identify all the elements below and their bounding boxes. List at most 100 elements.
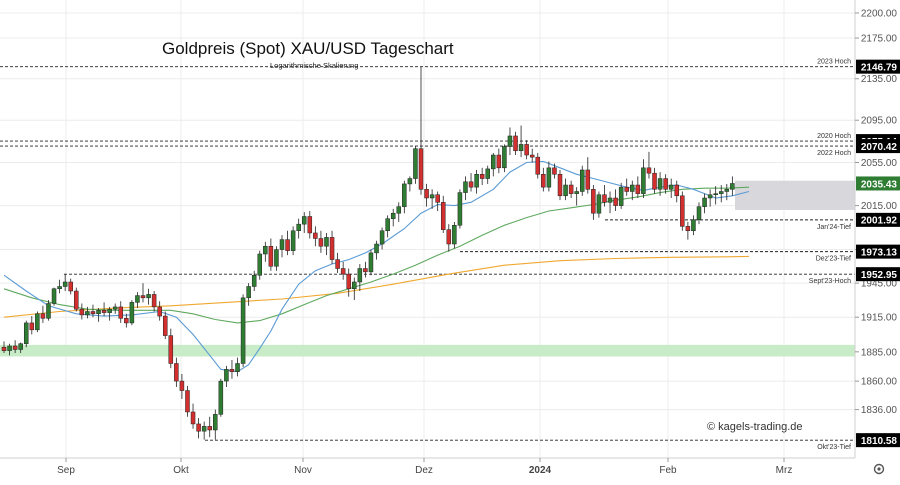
candle <box>129 300 135 326</box>
candle-body <box>479 174 485 179</box>
candle <box>713 186 718 205</box>
candle-body <box>40 313 46 319</box>
candle-body <box>85 311 90 316</box>
candle-body <box>168 335 174 364</box>
candle-body <box>657 178 663 190</box>
candle <box>23 320 29 348</box>
candle-body <box>129 302 135 324</box>
candle <box>396 202 402 222</box>
ma-fast-line <box>3 160 750 373</box>
candle-body <box>296 223 301 232</box>
candle <box>474 169 479 194</box>
candle-body <box>568 184 574 194</box>
candle <box>329 230 335 265</box>
candle <box>107 306 112 321</box>
level-label: Okt'23-Tief <box>817 444 851 451</box>
candle-body <box>557 174 563 197</box>
price-badge: 2070.42 <box>856 139 900 154</box>
candle-body <box>402 183 407 207</box>
candle <box>390 208 396 227</box>
candle-body <box>429 194 435 199</box>
candle <box>68 278 73 295</box>
x-tick-label: Feb <box>659 465 677 476</box>
candle-body <box>413 148 418 179</box>
candle <box>568 180 574 198</box>
y-tick-label: 2135.00 <box>861 74 898 85</box>
candle-body <box>680 195 685 227</box>
candle-body <box>207 426 212 431</box>
candle <box>607 191 613 214</box>
candle-body <box>135 295 140 303</box>
price-badge-bg <box>856 59 900 74</box>
candle <box>374 240 379 260</box>
candle-body <box>101 310 107 313</box>
candle-body <box>685 226 691 232</box>
candle <box>35 311 40 333</box>
candle <box>124 313 129 328</box>
y-tick-label: 2055.00 <box>861 158 898 169</box>
candle-body <box>513 135 518 152</box>
candle <box>301 212 307 233</box>
candle <box>552 163 557 179</box>
candle <box>624 178 629 196</box>
y-tick-label: 1915.00 <box>861 313 898 324</box>
x-tick-label: Dez <box>415 465 433 476</box>
settings-gear-icon[interactable] <box>873 463 885 475</box>
candle <box>507 127 513 156</box>
candle <box>335 252 340 273</box>
candle-body <box>79 308 85 316</box>
highlight-zones <box>0 180 855 357</box>
candle-body <box>46 303 51 319</box>
candle <box>235 357 240 377</box>
candle <box>696 202 702 225</box>
candle-body <box>485 168 490 179</box>
candle-body <box>630 184 635 192</box>
candle <box>229 359 235 379</box>
candle-body <box>718 191 724 194</box>
candle-body <box>307 216 313 234</box>
candle-body <box>257 253 263 276</box>
candle-body <box>518 144 524 152</box>
candle <box>263 241 268 262</box>
candle <box>379 227 385 250</box>
candle <box>429 189 435 209</box>
candle <box>240 294 246 367</box>
candle-body <box>285 239 290 251</box>
candle-body <box>251 274 257 287</box>
y-tick-label: 2015.00 <box>861 201 898 212</box>
candle-body <box>118 306 124 319</box>
level-label: Sept'23-Hoch <box>809 278 851 285</box>
candle-body <box>151 294 157 308</box>
candle <box>424 183 429 207</box>
x-tick-label: Nov <box>294 465 312 476</box>
candle <box>652 167 657 194</box>
price-badge-bg <box>856 433 900 448</box>
candle-body <box>457 192 463 226</box>
candle-body <box>162 315 168 336</box>
candle-body <box>340 268 346 275</box>
price-badges: 2146.792075.142070.422035.432001.921973.… <box>856 59 900 448</box>
candle-body <box>313 232 318 239</box>
candle-body <box>290 230 296 251</box>
candle-body <box>730 183 735 190</box>
candle <box>274 246 279 271</box>
candle <box>18 342 23 353</box>
candle-body <box>529 154 535 158</box>
candle-body <box>18 343 23 350</box>
candle-body <box>140 295 146 299</box>
candle <box>496 148 502 174</box>
candle-body <box>385 218 390 232</box>
candle-body <box>635 184 641 194</box>
chart-title: Goldpreis (Spot) XAU/USD Tageschart <box>162 39 454 58</box>
level-label: Dez'23-Tief <box>816 256 851 263</box>
candle <box>268 238 274 271</box>
candle <box>340 261 346 280</box>
candle <box>179 374 185 399</box>
candle-body <box>646 167 652 174</box>
level-label: Jan'24-Tief <box>817 224 851 231</box>
candle <box>296 218 301 239</box>
candle <box>668 178 674 198</box>
candle-body <box>346 273 351 290</box>
price-badge-text: 2070.42 <box>861 142 898 153</box>
candle-body <box>7 345 12 351</box>
